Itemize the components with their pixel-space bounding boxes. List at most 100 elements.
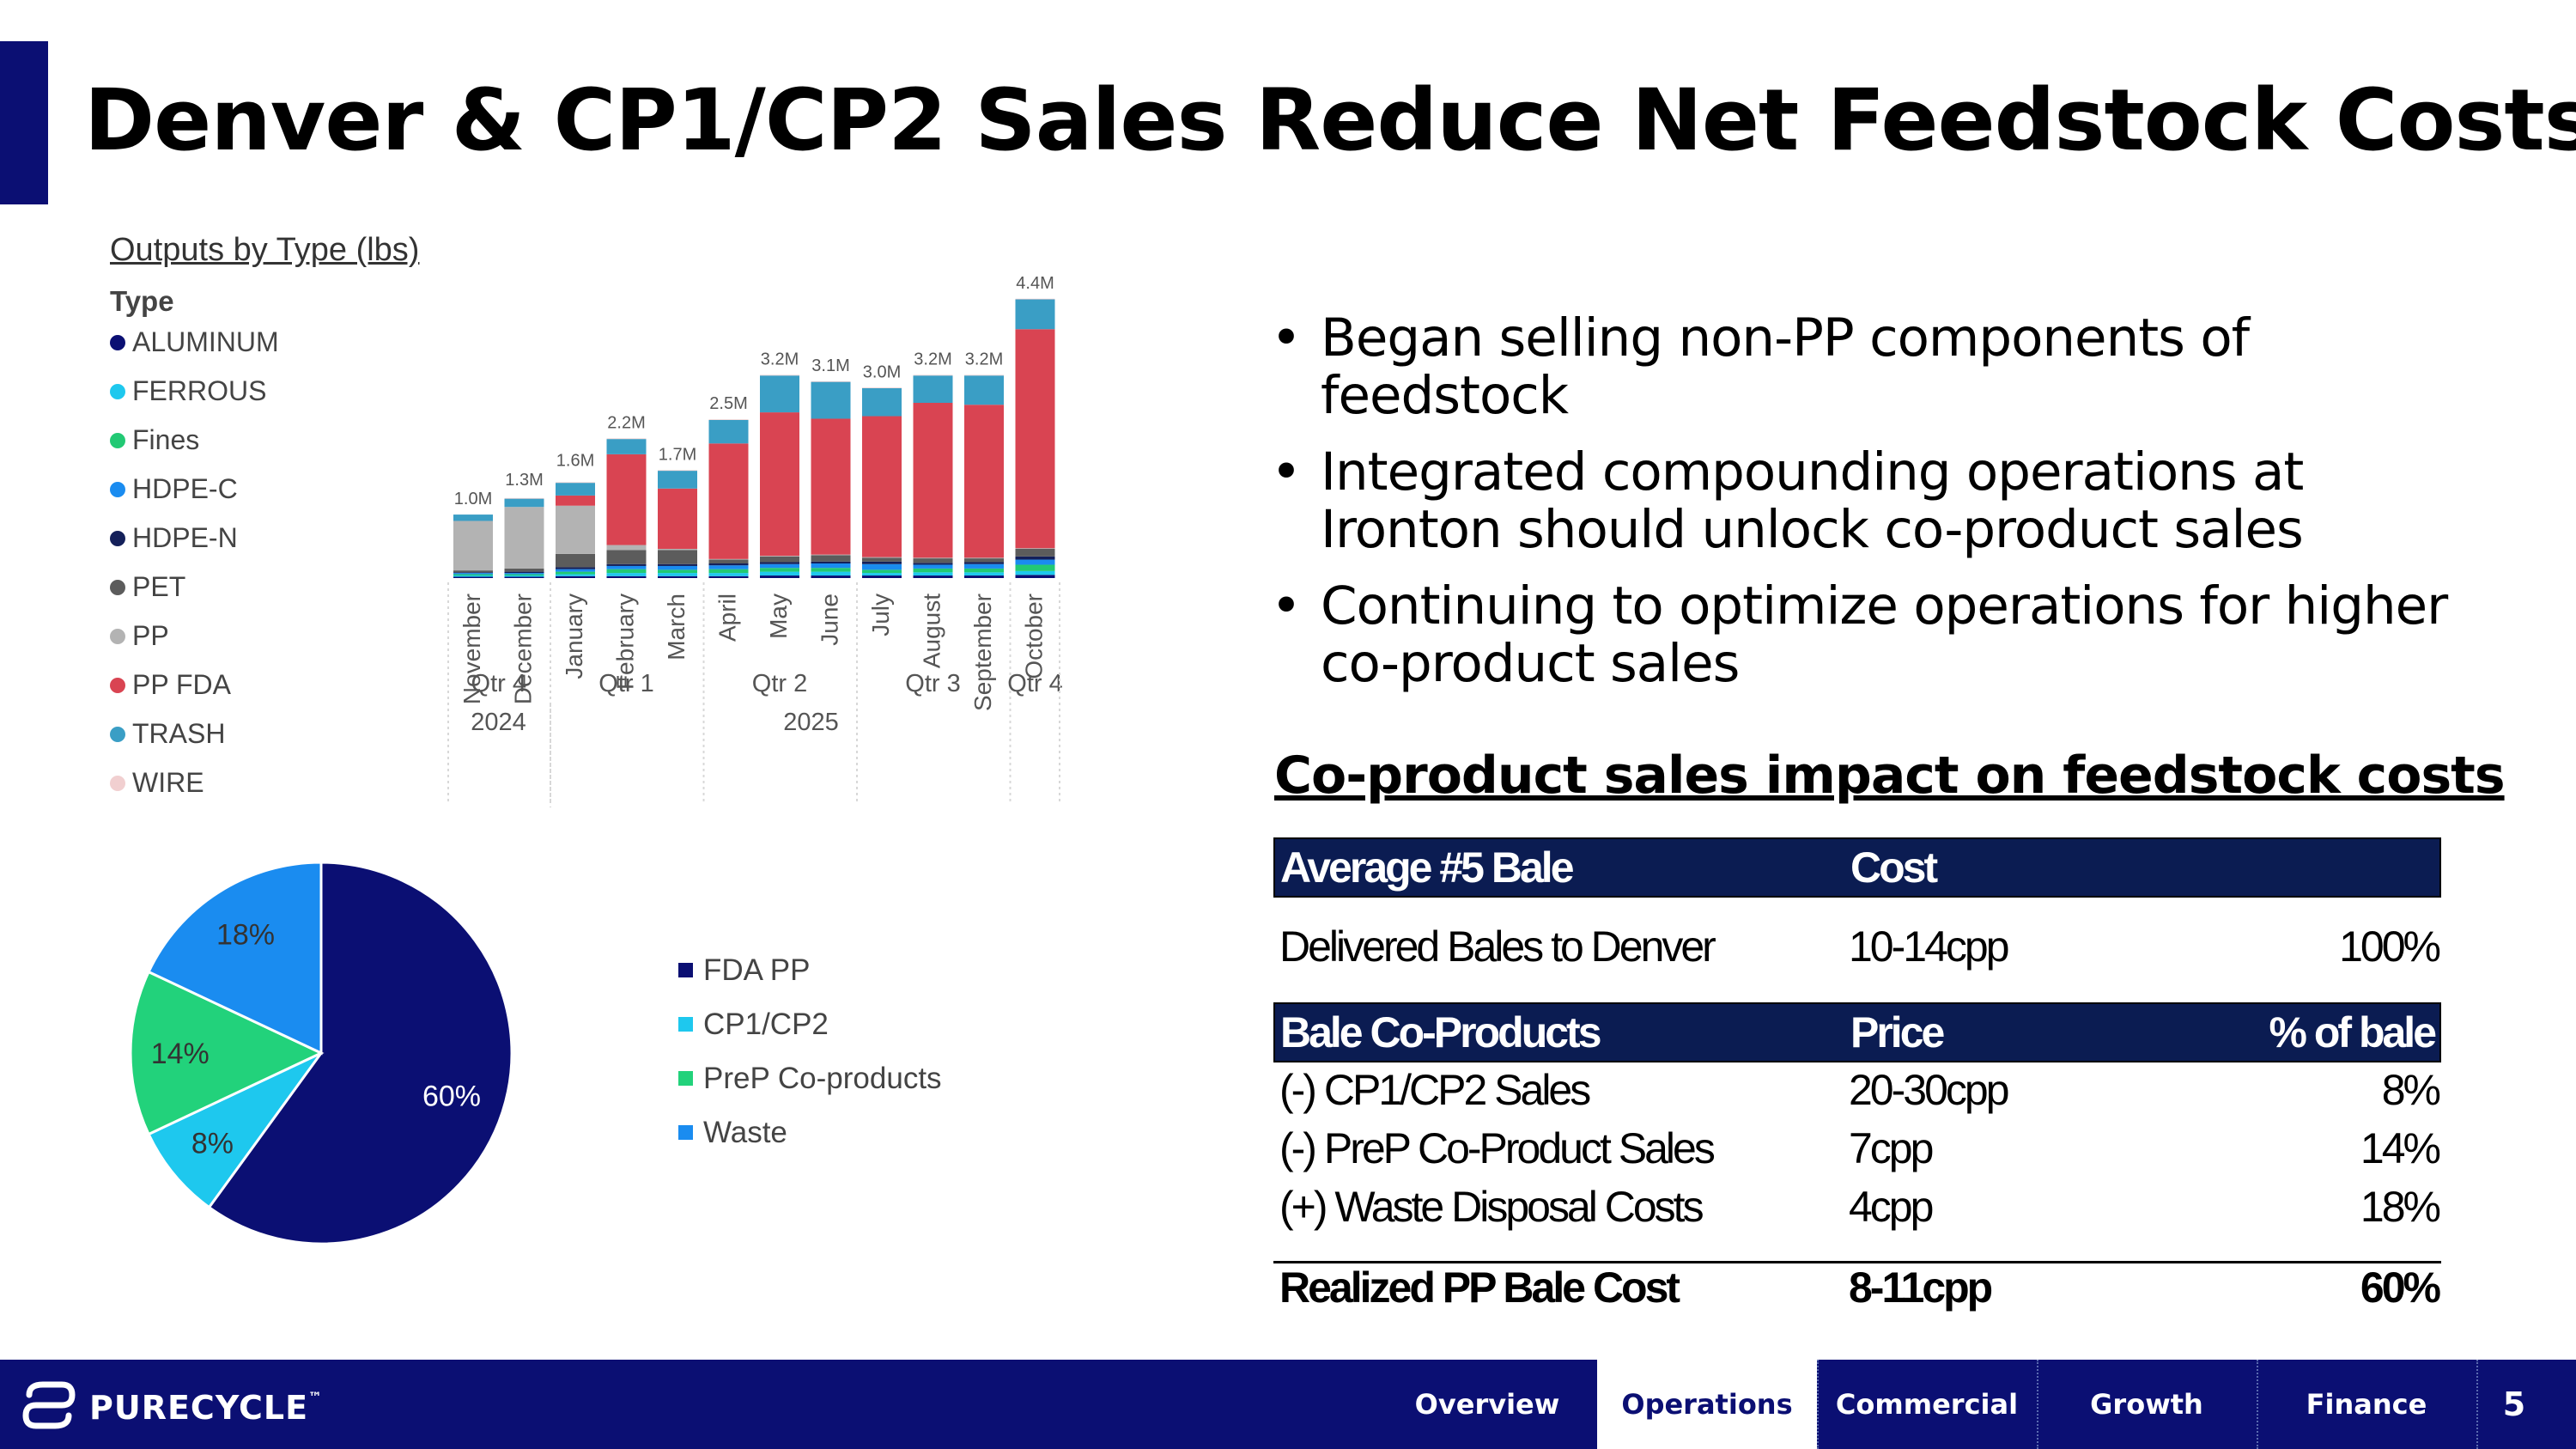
bar-segment-trash: [811, 381, 851, 419]
legend-label: WIRE: [132, 767, 204, 798]
bar-segment-aluminum: [453, 576, 493, 578]
month-tick-label: February: [612, 594, 639, 690]
bar-segment-wire: [1015, 298, 1055, 300]
outputs-bar-chart: 1.0M November 1.3M December 1.6M January 2.2M F…: [447, 274, 1063, 807]
trademark: ™: [308, 1389, 324, 1405]
pie-data-label: 60%: [422, 1080, 481, 1112]
total-value: 8-11cpp: [1849, 1263, 1993, 1312]
bar-segment-ferrous: [504, 575, 544, 577]
bar-segment-aluminum: [913, 575, 953, 578]
bar-segment-pet: [606, 550, 647, 564]
row-pct: 18%: [2360, 1183, 2441, 1231]
bar-segment-pp: [556, 505, 595, 554]
nav-finance[interactable]: Finance: [2306, 1388, 2427, 1421]
month-tick-label: August: [919, 594, 945, 668]
bar-segment-aluminum: [862, 575, 902, 578]
bar-segment-ferrous: [453, 575, 493, 577]
bar-segment-aluminum: [658, 575, 697, 578]
nav-growth[interactable]: Growth: [2090, 1388, 2203, 1421]
brand-wordmark: PURECYCLE: [89, 1389, 309, 1427]
month-tick-label: March: [663, 594, 690, 661]
row-item: (+) Waste Disposal Costs: [1279, 1183, 1704, 1231]
bar-segment-aluminum: [556, 575, 595, 578]
nav-separator: [2257, 1360, 2258, 1449]
bar-segment-pp: [811, 554, 851, 556]
bullet-item: • Integrated compounding operations at Ir…: [1271, 443, 2490, 558]
bar-segment-wire: [760, 374, 799, 376]
pie-legend-item: Waste: [678, 1116, 787, 1150]
bar-segment-hdpe-c: [760, 563, 799, 569]
bar-segment-hdpe-c: [556, 569, 595, 572]
bar-segment-pp: [453, 521, 493, 571]
nav-overview[interactable]: Overview: [1414, 1388, 1560, 1421]
bar-segment-fines: [862, 569, 902, 574]
bar-segment-fines: [708, 569, 749, 574]
bar-segment-trash: [453, 514, 493, 521]
bar-segment-aluminum: [504, 576, 544, 578]
legend-label: PP: [132, 620, 169, 651]
bar-segment-pp: [862, 557, 902, 558]
total-divider: [1273, 1261, 2441, 1263]
bar-segment-trash: [708, 419, 749, 444]
bar-segment-fines: [964, 568, 1004, 573]
legend-dot: [110, 726, 125, 742]
header-col-item: Bale Co-Products: [1280, 1008, 1602, 1056]
bar-segment-wire: [556, 482, 595, 484]
legend-label: FERROUS: [132, 375, 267, 406]
month-tick-label: June: [817, 594, 843, 646]
legend-item-hdpe-c: HDPE-C: [110, 473, 238, 505]
quarter-label: Qtr 1: [598, 670, 653, 697]
bar-segment-hdpe-n: [556, 567, 595, 569]
bar-segment-pp-fda: [964, 405, 1004, 558]
pie-slice-prep-co-products: [129, 970, 325, 1136]
nav-commercial[interactable]: Commercial: [1835, 1388, 2019, 1421]
legend-item-pet: PET: [110, 571, 185, 603]
bar-segment-pp: [1015, 548, 1055, 549]
bullet-text: Began selling non-PP components of feeds…: [1321, 307, 2250, 427]
bar-total-label: 1.6M: [556, 452, 594, 471]
legend-label: Fines: [132, 424, 200, 455]
bar-segment-hdpe-n: [658, 563, 697, 566]
bar-segment-trash: [913, 375, 953, 403]
chart-title: Outputs by Type (lbs): [110, 232, 420, 268]
legend-dot: [110, 628, 125, 644]
pie-slice-waste: [147, 861, 323, 1056]
bar-segment-pet: [811, 555, 851, 562]
bullet-text: Continuing to optimize operations for hi…: [1321, 575, 2448, 695]
page-title: Denver & CP1/CP2 Sales Reduce Net Feedst…: [84, 71, 2576, 170]
nav-separator: [1817, 1360, 1819, 1449]
table-header-average-bale: Average #5 Bale Cost: [1273, 837, 2441, 898]
nav-operations[interactable]: Operations: [1597, 1360, 1817, 1449]
legend-item-ferrous: FERROUS: [110, 375, 266, 407]
bar-segment-pp-fda: [913, 403, 953, 558]
bar-segment-pet: [760, 556, 799, 563]
nav-separator: [2476, 1360, 2478, 1449]
bar-segment-pp: [708, 558, 749, 560]
bar-segment-fines: [658, 569, 697, 574]
bar-segment-hdpe-n: [913, 563, 953, 565]
bar-segment-pp: [658, 549, 697, 551]
legend-label: CP1/CP2: [703, 1008, 829, 1041]
bar-segment-hdpe-n: [453, 572, 493, 574]
bar-segment-pp: [760, 556, 799, 557]
legend-dot: [110, 579, 125, 595]
row-value: 10-14cpp: [1849, 922, 2009, 971]
row-item: (-) PreP Co-Product Sales: [1279, 1124, 1716, 1172]
bar-segment-ferrous: [606, 573, 647, 576]
year-label: 2024: [471, 709, 526, 736]
bar-segment-aluminum: [760, 575, 799, 578]
bar-segment-pp-fda: [606, 454, 647, 545]
bar-segment-wire: [862, 387, 902, 388]
bar-segment-ferrous: [964, 572, 1004, 576]
bar-segment-pet: [913, 558, 953, 563]
legend-label: FDA PP: [703, 953, 811, 987]
bar-total-label: 3.2M: [761, 350, 799, 368]
legend-heading: Type: [110, 285, 174, 317]
bar-segment-trash: [862, 388, 902, 417]
bar-segment-wire: [504, 497, 544, 499]
bar-segment-trash: [658, 471, 697, 489]
pie-slice-fda-pp: [207, 861, 513, 1245]
pie-data-label: 8%: [191, 1128, 234, 1160]
legend-item-pp: PP: [110, 620, 169, 652]
table-title: Co-product sales impact on feedstock cos…: [1274, 746, 2506, 806]
